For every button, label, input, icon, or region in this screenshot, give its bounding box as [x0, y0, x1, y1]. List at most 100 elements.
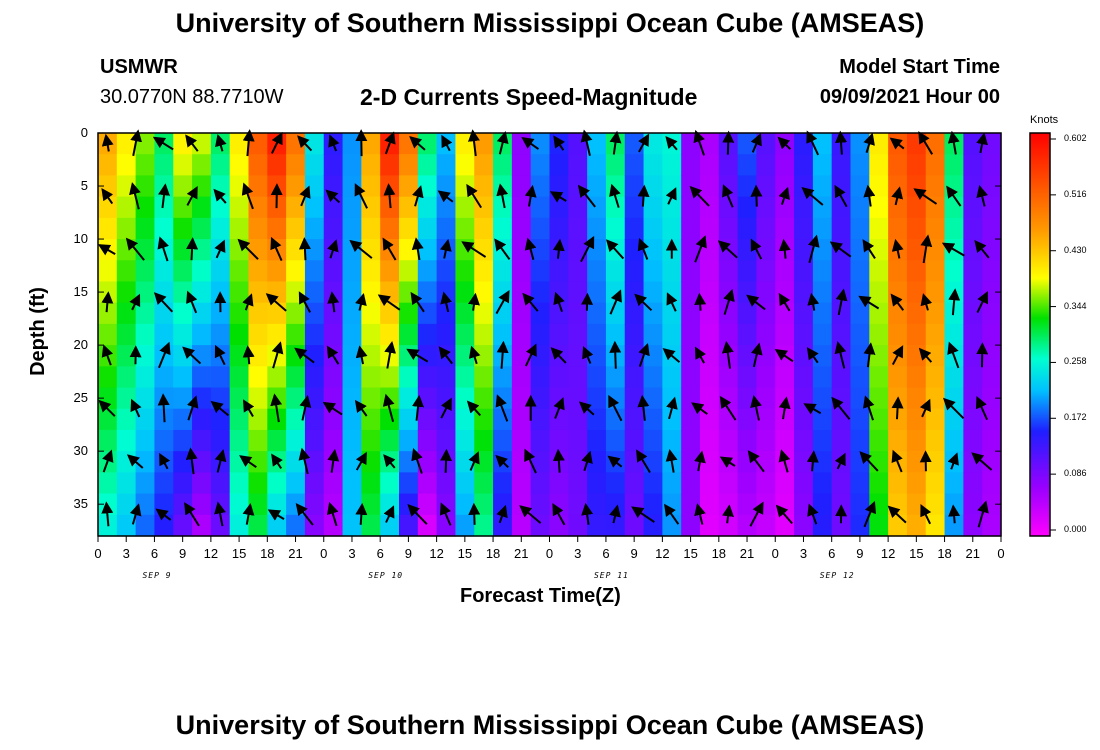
- heatmap-cell: [605, 472, 626, 495]
- vector-arrow: [976, 132, 988, 154]
- heatmap-cell: [718, 175, 739, 198]
- heatmap-cell: [493, 366, 513, 389]
- vector-arrow: [723, 288, 735, 315]
- x-tick-label: 21: [288, 546, 303, 561]
- heatmap-cell: [568, 196, 588, 219]
- heatmap-cell: [304, 302, 325, 325]
- vector-arrow: [242, 502, 255, 525]
- heatmap-cell: [700, 429, 720, 452]
- heatmap-cell: [229, 133, 250, 155]
- heatmap-cell: [963, 217, 983, 240]
- heatmap-cell: [361, 345, 381, 367]
- heatmap-cell: [982, 345, 1002, 367]
- heatmap-cell: [323, 323, 344, 346]
- heatmap-cell: [173, 302, 193, 325]
- heatmap-cell: [850, 429, 870, 452]
- vector-arrow: [806, 450, 819, 472]
- colorbar-tick-label: 0.086: [1064, 468, 1087, 479]
- heatmap-cell: [116, 366, 137, 389]
- x-tick-label: 21: [514, 546, 529, 561]
- heatmap-cell: [455, 154, 475, 177]
- vector-arrow: [215, 133, 227, 152]
- heatmap-cell: [906, 239, 927, 261]
- heatmap-cell: [342, 408, 362, 431]
- heatmap-cell: [530, 387, 551, 410]
- heatmap-cell: [474, 302, 494, 325]
- heatmap-cell: [925, 387, 946, 410]
- heatmap-cell: [210, 175, 231, 198]
- heatmap-cell: [455, 302, 475, 325]
- x-tick-label: 6: [828, 546, 836, 561]
- heatmap-cell: [700, 366, 720, 389]
- heatmap-cell: [436, 366, 457, 389]
- heatmap-cell: [474, 472, 494, 495]
- heatmap-cell: [850, 217, 870, 240]
- vector-arrow: [157, 236, 169, 262]
- heatmap-cell: [417, 323, 438, 346]
- heatmap-cell: [718, 217, 739, 240]
- heatmap-cell: [718, 154, 739, 177]
- vector-arrow: [466, 183, 482, 209]
- heatmap-cell: [323, 217, 344, 240]
- heatmap-cell: [135, 493, 156, 516]
- heatmap-cell: [304, 429, 325, 452]
- vector-arrow: [355, 345, 368, 365]
- heatmap-cell: [850, 345, 870, 367]
- vector-arrow: [607, 455, 623, 468]
- heatmap-cell: [775, 493, 795, 516]
- vector-arrow: [976, 184, 989, 207]
- heatmap-cell: [304, 451, 325, 473]
- heatmap-cell: [399, 323, 419, 346]
- heatmap-cell: [605, 302, 626, 325]
- heatmap-cell: [154, 281, 174, 304]
- heatmap-cell: [135, 217, 156, 240]
- heatmap-cell: [549, 154, 569, 177]
- vector-arrow: [948, 288, 961, 316]
- heatmap-cell: [568, 260, 588, 283]
- heatmap-cell: [135, 133, 156, 155]
- heatmap-cell: [173, 154, 193, 177]
- vector-arrow: [101, 291, 114, 313]
- vector-arrow: [186, 186, 198, 206]
- heatmap-cell: [154, 493, 174, 516]
- heatmap-cell: [304, 493, 325, 516]
- vector-arrow: [270, 393, 283, 423]
- heatmap-cell: [417, 429, 438, 452]
- heatmap-cell: [342, 133, 362, 155]
- heatmap-cell: [493, 323, 513, 346]
- vector-arrow: [890, 293, 905, 311]
- vector-arrow: [721, 340, 734, 369]
- heatmap-cell: [681, 196, 701, 219]
- vector-arrow: [186, 395, 199, 421]
- heatmap-cell: [323, 514, 344, 537]
- x-tick-label: 12: [429, 546, 444, 561]
- heatmap-cell: [493, 472, 513, 495]
- colorbar-tick-label: 0.430: [1064, 244, 1087, 255]
- station-id: USMWR: [100, 56, 178, 78]
- heatmap-cell: [794, 472, 814, 495]
- colorbar-ticks: [1050, 138, 1056, 531]
- heatmap-cell: [963, 345, 983, 367]
- heatmap-cell: [342, 281, 362, 304]
- vector-arrow: [722, 504, 734, 524]
- heatmap-cell: [361, 154, 381, 177]
- heatmap-cell: [436, 408, 457, 431]
- heatmap-cell: [794, 133, 814, 155]
- vector-arrow: [157, 393, 170, 423]
- heatmap-cell: [455, 323, 475, 346]
- heatmap-cell: [662, 493, 682, 516]
- vector-arrow: [974, 239, 990, 259]
- heatmap-cell: [869, 387, 889, 410]
- heatmap-cell: [775, 429, 795, 452]
- heatmap-cell: [869, 472, 889, 495]
- heatmap-cell: [925, 302, 946, 325]
- heatmap-cell: [530, 451, 551, 473]
- heatmap-cell: [737, 493, 758, 516]
- heatmap-cell: [530, 323, 551, 346]
- heatmap-cell: [643, 408, 663, 431]
- heatmap-cell: [963, 472, 983, 495]
- vector-arrow: [129, 182, 141, 210]
- heatmap-cell: [568, 472, 588, 495]
- heatmap-cell: [587, 133, 607, 155]
- heatmap-cell: [944, 387, 964, 410]
